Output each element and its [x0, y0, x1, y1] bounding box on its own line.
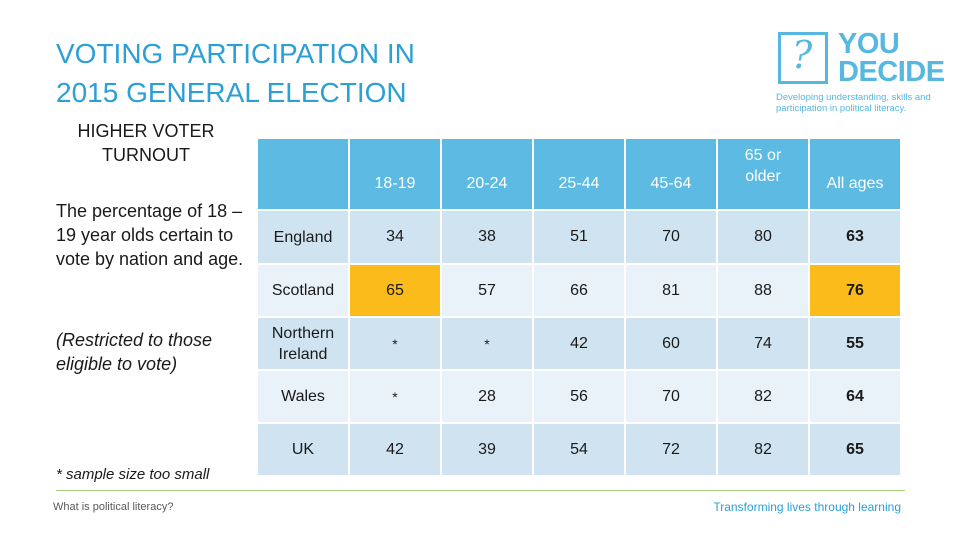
header-label: 65 or older [744, 147, 782, 185]
header-cell-45-64: 45-64 [626, 139, 716, 209]
table-row: England 34 38 51 70 80 63 [258, 211, 900, 263]
table-cell: 42 [350, 424, 440, 475]
sub-heading: HIGHER VOTER TURNOUT [56, 119, 236, 167]
you-decide-logo: ? YOU DECIDE Developing understanding, s… [776, 30, 946, 120]
sub-heading-line-2: TURNOUT [102, 145, 190, 165]
row-header-label: Northern Ireland [271, 324, 335, 363]
header-label: 18-19 [374, 175, 416, 192]
table-row: Northern Ireland * * 42 60 74 55 [258, 318, 900, 369]
table-cell-all-ages: 64 [810, 371, 900, 422]
table-cell: * [350, 318, 440, 369]
table-cell: 34 [350, 211, 440, 263]
footer-right-text: Transforming lives through learning [713, 500, 901, 514]
header-label: 20-24 [466, 175, 508, 192]
header-cell-all-ages: All ages [810, 139, 900, 209]
logo-tagline: Developing understanding, skills and par… [776, 92, 931, 114]
table-cell: * [350, 371, 440, 422]
header-cell-25-44: 25-44 [534, 139, 624, 209]
restriction-note: (Restricted to those eligible to vote) [56, 330, 213, 374]
table-cell: 57 [442, 265, 532, 316]
table-cell: 72 [626, 424, 716, 475]
footer-divider [56, 490, 905, 491]
table-cell: 42 [534, 318, 624, 369]
logo-word-decide: DECIDE [838, 56, 945, 88]
table-cell: 80 [718, 211, 808, 263]
table-cell: 56 [534, 371, 624, 422]
table-cell: 70 [626, 211, 716, 263]
slide-title-line-2: 2015 GENERAL ELECTION [56, 77, 407, 108]
table-cell-highlighted: 65 [350, 265, 440, 316]
table-cell-all-ages: 65 [810, 424, 900, 475]
header-cell-18-19: 18-19 [350, 139, 440, 209]
table-cell: 81 [626, 265, 716, 316]
table-cell: 54 [534, 424, 624, 475]
table-row: Wales * 28 56 70 82 64 [258, 371, 900, 422]
table-cell: 60 [626, 318, 716, 369]
logo-symbol: ? [791, 33, 813, 77]
table-cell: 82 [718, 424, 808, 475]
row-header-nation: Scotland [258, 265, 348, 316]
row-header-nation: Wales [258, 371, 348, 422]
logo-word-you: YOU [838, 28, 900, 60]
table-cell: 70 [626, 371, 716, 422]
description-text: The percentage of 18 – 19 year olds cert… [56, 201, 244, 269]
turnout-table: 18-19 20-24 25-44 45-64 65 or older All … [256, 137, 902, 477]
row-header-nation: UK [258, 424, 348, 475]
footnote: * sample size too small [56, 466, 210, 483]
slide-title-line-1: VOTING PARTICIPATION IN [56, 38, 415, 69]
slide-title: VOTING PARTICIPATION IN 2015 GENERAL ELE… [56, 34, 576, 112]
table-cell: 74 [718, 318, 808, 369]
table-cell: 38 [442, 211, 532, 263]
table-row: Scotland 65 57 66 81 88 76 [258, 265, 900, 316]
question-mark-icon [778, 32, 828, 84]
table-row: UK 42 39 54 72 82 65 [258, 424, 900, 475]
table-cell: 82 [718, 371, 808, 422]
table-cell-all-ages-highlighted: 76 [810, 265, 900, 316]
sub-heading-line-1: HIGHER VOTER [77, 121, 215, 141]
table-header-row: 18-19 20-24 25-44 45-64 65 or older All … [258, 139, 900, 209]
table-cell: 28 [442, 371, 532, 422]
table-cell: 51 [534, 211, 624, 263]
header-label: 25-44 [558, 175, 600, 192]
table-cell: 88 [718, 265, 808, 316]
table-cell-all-ages: 55 [810, 318, 900, 369]
header-cell-20-24: 20-24 [442, 139, 532, 209]
header-cell-65-older: 65 or older [718, 139, 808, 209]
footer-left-text: What is political literacy? [53, 501, 174, 513]
table-cell: * [442, 318, 532, 369]
row-header-nation: Northern Ireland [258, 318, 348, 369]
table-cell-all-ages: 63 [810, 211, 900, 263]
header-cell-blank [258, 139, 348, 209]
header-label: 45-64 [650, 175, 692, 192]
header-label: All ages [826, 175, 884, 192]
row-header-nation: England [258, 211, 348, 263]
table-cell: 39 [442, 424, 532, 475]
table-cell: 66 [534, 265, 624, 316]
